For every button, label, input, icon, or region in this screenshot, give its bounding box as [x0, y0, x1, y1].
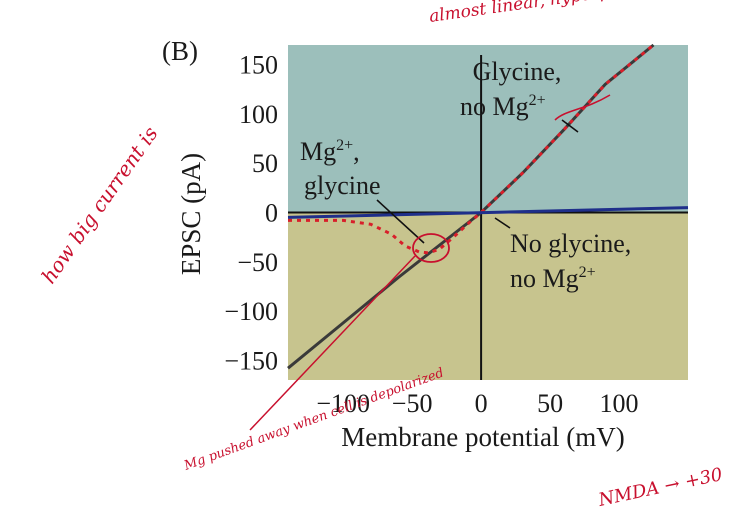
- y-tick-label: −100: [224, 297, 278, 326]
- x-tick-label: 50: [537, 389, 563, 418]
- svg-text:No glycine,: No glycine,: [510, 229, 631, 258]
- handwritten-hook: [554, 94, 611, 121]
- y-tick-label: −150: [224, 346, 278, 375]
- handwritten-arrow: [249, 255, 416, 431]
- annotation-mg-glycine: Mg2+, glycine: [300, 137, 425, 244]
- svg-text:almost linear, hyperpolarize &: almost linear, hyperpolarize & depolariz…: [428, 0, 748, 27]
- x-tick-label: −50: [392, 389, 433, 418]
- x-tick-label: 0: [475, 389, 488, 418]
- svg-text:Mg pushed away when cell is de: Mg pushed away when cell is depolarized: [181, 366, 446, 475]
- handwritten-circle: [412, 233, 450, 263]
- handwritten-left-note: how big current is: [36, 122, 162, 288]
- y-tick-label: 150: [239, 51, 278, 80]
- svg-text:how big current is: how big current is: [36, 122, 162, 288]
- y-tick-label: 50: [252, 149, 278, 178]
- x-tick-label: 100: [600, 389, 639, 418]
- annotation-no-glycine-no-mg: No glycine, no Mg2+: [494, 217, 631, 293]
- x-axis-label: Membrane potential (mV): [341, 422, 624, 452]
- negative-current-region: [288, 212, 688, 380]
- panel-label: (B): [162, 36, 198, 66]
- handwritten-bottom-left-note: Mg pushed away when cell is depolarized: [181, 366, 446, 475]
- series-mg-glycine: [288, 43, 655, 255]
- annotation-glycine-no-mg: Glycine, no Mg2+: [460, 57, 579, 133]
- y-tick-label: 100: [239, 100, 278, 129]
- series-no-glycine-no-mg: [287, 206, 689, 219]
- svg-text:no Mg2+: no Mg2+: [510, 264, 596, 293]
- svg-text:Glycine,: Glycine,: [473, 57, 562, 86]
- y-tick-label: −50: [237, 248, 278, 277]
- y-tick-label: 0: [265, 199, 278, 228]
- handwritten-bottom-right-note: NMDA → +30: [596, 464, 725, 511]
- handwritten-top-note: almost linear, hyperpolarize & depolariz…: [428, 0, 748, 27]
- svg-text:no Mg2+: no Mg2+: [460, 92, 546, 121]
- svg-text:Mg2+,: Mg2+,: [300, 137, 360, 166]
- y-axis-label: EPSC (pA): [176, 153, 206, 275]
- x-tick-label: −100: [316, 389, 370, 418]
- svg-text:glycine: glycine: [304, 171, 381, 200]
